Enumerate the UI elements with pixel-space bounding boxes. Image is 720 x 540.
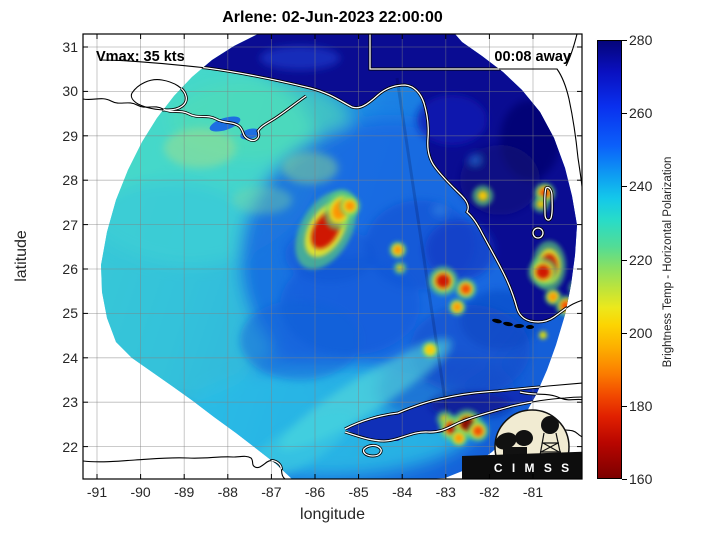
x-tick-label: -86	[304, 484, 326, 500]
colorbar-label: Brightness Temp - Horizontal Polarizatio…	[662, 156, 674, 368]
y-tick-label: 23	[62, 394, 78, 411]
colorbar-tick-label: 280	[629, 32, 653, 48]
colorbar-tick-mark	[622, 40, 627, 41]
hot-spot-cell-gulf-2	[393, 261, 407, 275]
hot-spot-cell-sw-florida-3	[448, 298, 466, 316]
y-axis-label: latitude	[13, 230, 30, 282]
y-tick-label: 29	[62, 127, 78, 144]
x-tick-label: -82	[479, 484, 500, 500]
hot-spot-cell-gulf-1	[389, 241, 407, 259]
y-tick-label: 25	[62, 305, 78, 322]
x-tick-label: -81	[522, 484, 544, 500]
colorbar-tick-label: 180	[629, 397, 653, 414]
x-tick-label: -87	[261, 484, 282, 500]
y-tick-label: 30	[62, 83, 78, 100]
swath-seam	[395, 77, 450, 421]
cimss-logo-text: C I M S S	[494, 461, 572, 475]
colorbar-tick-mark	[622, 479, 627, 480]
colorbar-tick-label: 240	[629, 178, 653, 195]
hot-spot-cell-florida-strait-3	[539, 331, 548, 340]
gridlines	[83, 34, 582, 479]
x-tick-label: -89	[174, 484, 195, 500]
y-tick-label: 28	[62, 172, 78, 189]
x-tick-label: -83	[435, 484, 456, 500]
hot-spot-cell-florida-strait-2	[568, 279, 577, 297]
x-tick-label: -91	[86, 484, 108, 500]
vmax-annotation: Vmax: 35 kts	[96, 49, 185, 65]
y-tick-label: 22	[62, 438, 78, 455]
y-tick-label: 27	[62, 216, 78, 233]
colorbar-gradient	[597, 40, 622, 479]
hot-spot-cell-ne-of-burst	[339, 195, 361, 217]
plot-frame	[82, 33, 583, 480]
colorbar-tick-mark	[622, 332, 627, 334]
hot-spot-cell-east-coast-2	[532, 195, 550, 213]
colorbar-tick-mark	[622, 186, 627, 188]
cimss-logo: C I M S S	[462, 409, 582, 479]
coastal-bay	[209, 116, 241, 132]
y-tick-label: 31	[62, 39, 78, 55]
x-tick-label: -85	[348, 484, 369, 500]
x-tick-label: -84	[392, 484, 413, 500]
hot-spot-cuba-cell-4	[467, 420, 489, 442]
hot-spot-cell-open-gulf-south	[421, 341, 439, 359]
hot-spot-cell-sw-florida-2	[455, 278, 477, 300]
colorbar-tick-label: 260	[629, 105, 653, 122]
axis-ticks	[83, 34, 582, 479]
hot-spot-cuba-cell-5	[450, 429, 468, 447]
colorbar-tick-mark	[622, 259, 627, 261]
florida-keys	[492, 318, 534, 329]
x-tick-label: -90	[130, 484, 151, 500]
colorbar-tick-label: 200	[629, 324, 653, 341]
colorbar-tick-label: 160	[629, 471, 653, 487]
colorbar-tick-label: 220	[629, 251, 653, 268]
x-axis-label: longitude	[300, 506, 365, 523]
hot-spot-cell-central-florida	[472, 185, 494, 207]
colorbar-tick-mark	[622, 113, 627, 115]
figure-title: Arlene: 02-Jun-2023 22:00:00	[222, 9, 443, 26]
y-tick-label: 26	[62, 261, 78, 277]
time-offset-annotation: 00:08 away	[494, 49, 571, 65]
hot-spot-cell-sw-florida-1	[428, 266, 458, 296]
x-tick-label: -88	[217, 484, 238, 500]
y-tick-label: 24	[62, 349, 78, 366]
colorbar-tick-mark	[622, 405, 627, 407]
logo-banner	[462, 451, 582, 479]
